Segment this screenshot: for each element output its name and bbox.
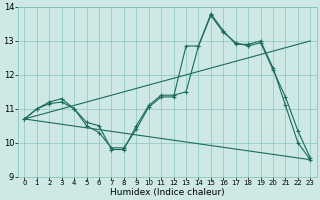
X-axis label: Humidex (Indice chaleur): Humidex (Indice chaleur): [110, 188, 225, 197]
